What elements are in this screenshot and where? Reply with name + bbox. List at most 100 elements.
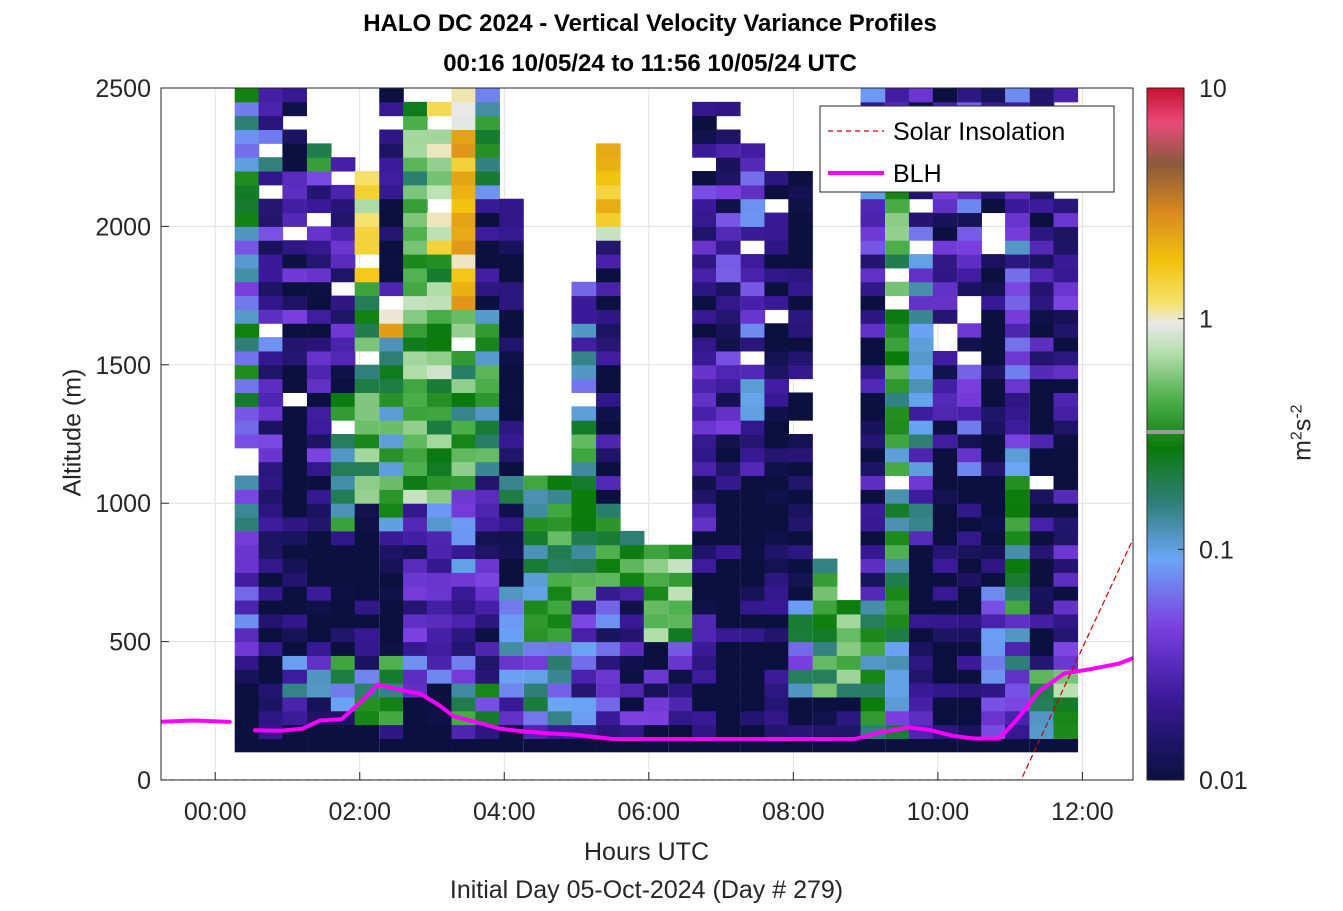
- heatmap-cell: [330, 378, 356, 393]
- heatmap-cell: [596, 212, 621, 227]
- heatmap-cell: [475, 129, 500, 144]
- heatmap-cell: [451, 503, 477, 518]
- heatmap-cell: [475, 572, 500, 587]
- heatmap-cell: [740, 295, 766, 310]
- x-tick-label: 10:00: [907, 798, 970, 826]
- heatmap-cell: [403, 503, 428, 518]
- heatmap-cell: [668, 544, 693, 560]
- heatmap-cell: [379, 281, 404, 297]
- heatmap-cell: [475, 323, 500, 338]
- heatmap-cell: [547, 517, 573, 532]
- heatmap-cell: [740, 489, 766, 504]
- heatmap-cell: [668, 613, 693, 629]
- heatmap-cell: [1005, 530, 1030, 546]
- heatmap-cell: [1005, 240, 1030, 255]
- heatmap-cell: [932, 364, 958, 380]
- heatmap-cell: [403, 101, 428, 117]
- heatmap-cell: [403, 544, 428, 560]
- heatmap-cell: [764, 655, 790, 670]
- heatmap-cell: [523, 489, 549, 504]
- colorbar-tick-label: 10: [1199, 75, 1227, 103]
- heatmap-cell: [692, 101, 717, 117]
- heatmap-cell: [426, 240, 452, 255]
- heatmap-cell: [932, 641, 958, 656]
- heatmap-cell: [523, 641, 549, 656]
- heatmap-cell: [716, 254, 741, 269]
- heatmap-cell: [716, 392, 741, 407]
- heatmap-cell: [692, 696, 717, 712]
- heatmap-cell: [523, 558, 549, 573]
- heatmap-cell: [957, 267, 982, 283]
- heatmap-cell: [306, 143, 332, 158]
- heatmap-cell: [788, 724, 813, 739]
- heatmap-cell: [258, 267, 284, 283]
- heatmap-cell: [499, 600, 524, 615]
- heatmap-cell: [403, 267, 428, 283]
- heatmap-cell: [354, 627, 380, 643]
- heatmap-cell: [692, 212, 717, 227]
- heatmap-cell: [330, 738, 356, 753]
- heatmap-cell: [426, 627, 452, 643]
- heatmap-cell: [403, 309, 428, 324]
- heatmap-cell: [475, 447, 500, 463]
- heatmap-cell: [716, 337, 741, 352]
- heatmap-cell: [885, 600, 910, 615]
- heatmap-cell: [1029, 198, 1055, 214]
- heatmap-cell: [499, 295, 524, 310]
- heatmap-cell: [379, 517, 404, 532]
- heatmap-cell: [716, 212, 741, 227]
- heatmap-cell: [692, 323, 717, 338]
- heatmap-cell: [475, 309, 500, 324]
- heatmap-cell: [716, 447, 741, 463]
- heatmap-cell: [1053, 558, 1079, 573]
- heatmap-cell: [547, 475, 573, 490]
- heatmap-cell: [330, 323, 356, 338]
- heatmap-cell: [764, 406, 790, 421]
- heatmap-cell: [764, 240, 790, 255]
- heatmap-cell: [1029, 88, 1055, 103]
- heatmap-cell: [547, 627, 573, 643]
- heatmap-cell: [716, 240, 741, 255]
- heatmap-cell: [860, 461, 886, 477]
- heatmap-cell: [1005, 655, 1030, 670]
- heatmap-cell: [885, 503, 910, 518]
- heatmap-cell: [571, 281, 597, 297]
- heatmap-cell: [740, 558, 766, 573]
- heatmap-cell: [860, 226, 886, 241]
- heatmap-cell: [740, 475, 766, 490]
- heatmap-cell: [643, 669, 669, 684]
- heatmap-cell: [981, 406, 1006, 421]
- heatmap-cell: [1029, 364, 1055, 380]
- heatmap-cell: [1029, 267, 1055, 283]
- heatmap-cell: [234, 586, 260, 601]
- heatmap-cell: [426, 267, 452, 283]
- heatmap-cell: [475, 586, 500, 601]
- heatmap-cell: [234, 157, 260, 172]
- heatmap-cell: [258, 447, 284, 463]
- heatmap-cell: [379, 627, 404, 643]
- heatmap-cell: [1005, 281, 1030, 297]
- heatmap-cell: [306, 392, 332, 407]
- heatmap-cell: [692, 143, 717, 158]
- heatmap-cell: [1029, 738, 1055, 753]
- heatmap-cell: [692, 572, 717, 587]
- heatmap-cell: [403, 406, 428, 421]
- heatmap-cell: [885, 337, 910, 352]
- colorbar: 0.01 0.1 1 10: [1146, 75, 1248, 795]
- heatmap-cell: [885, 683, 910, 698]
- heatmap-cell: [1053, 226, 1079, 241]
- heatmap-cell: [716, 101, 741, 117]
- heatmap-cell: [860, 212, 886, 227]
- heatmap-cell: [1005, 323, 1030, 338]
- heatmap-cell: [932, 475, 958, 490]
- heatmap-cell: [716, 503, 741, 518]
- heatmap-cell: [379, 669, 404, 684]
- heatmap-cell: [547, 710, 573, 726]
- y-tick-label: 500: [109, 629, 151, 657]
- heatmap-cell: [957, 364, 982, 380]
- heatmap-cell: [499, 461, 524, 477]
- heatmap-cell: [957, 572, 982, 587]
- heatmap-cell: [330, 406, 356, 421]
- colorbar-tick-label: 0.01: [1199, 767, 1248, 795]
- heatmap-cell: [475, 641, 500, 656]
